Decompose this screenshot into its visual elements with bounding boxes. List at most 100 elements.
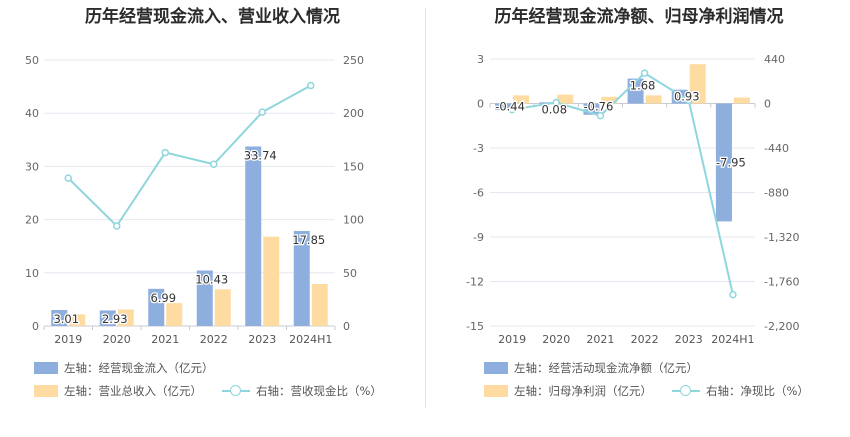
- bar-primary: [51, 309, 68, 326]
- legend-item: 右轴：营收现金比（%）: [222, 383, 382, 399]
- bar-primary: [148, 288, 165, 326]
- y-right-tick-label: 200: [343, 107, 364, 120]
- bar-data-label: 3.01: [53, 312, 79, 326]
- ratio-line-point: [64, 174, 72, 182]
- x-tick-label: 2019: [54, 333, 82, 346]
- ratio-line-point: [210, 160, 218, 169]
- chart-panel-right: 历年经营现金流净额、归母净利润情况 3 0 -3 -6 -9 -12 -15 440 0 -440…: [428, 0, 850, 437]
- y-right-tick-label: 250: [343, 54, 364, 67]
- bar-secondary: [733, 97, 750, 104]
- x-tick-label: 2024H1: [289, 333, 332, 346]
- legend-label: 左轴：营业总收入（亿元）: [64, 384, 202, 398]
- bar-primary: [583, 103, 600, 115]
- y-left-tick-label: -6: [473, 187, 484, 200]
- legend-swatch: [34, 385, 58, 397]
- ratio-line-point: [508, 105, 516, 114]
- y-right-tick-label: -1,760: [764, 276, 799, 289]
- y-right-tick-label: -440: [764, 142, 789, 155]
- chart-plot: 0 10 20 30 40 50 0 50 100 150 200 250 2019 2020 2021 20…: [25, 54, 364, 346]
- y-left-tick-label: 10: [25, 267, 39, 280]
- y-left-tick-label: -15: [466, 320, 484, 333]
- bar-secondary: [166, 303, 183, 326]
- x-tick-label: 2020: [542, 333, 570, 346]
- legend-swatch: [484, 362, 508, 374]
- y-left-tick-label: 40: [25, 107, 39, 120]
- x-tick-label: 2023: [248, 333, 276, 346]
- y-left-tick-label: 0: [32, 320, 39, 333]
- ratio-line: [67, 84, 312, 228]
- legend-line-swatch: [222, 385, 250, 397]
- ratio-line: [511, 71, 734, 295]
- ratio-line-point: [596, 111, 605, 120]
- bar-secondary: [557, 94, 574, 104]
- x-tick-label: 2024H1: [711, 333, 754, 346]
- chart-plot: 3 0 -3 -6 -9 -12 -15 440 0 -440 -880 -1,320 -1,760 -2…: [466, 53, 799, 346]
- bar-data-label: 0.08: [541, 102, 567, 116]
- x-tick-label: 2022: [200, 333, 228, 346]
- bar-secondary: [69, 314, 86, 326]
- legend-line-swatch: [672, 385, 700, 397]
- bar-data-label: 0.93: [674, 90, 700, 104]
- bar-data-label: 10.43: [195, 273, 228, 287]
- bar-secondary: [689, 64, 706, 104]
- chart-title: 历年经营现金流净额、归母净利润情况: [494, 7, 784, 27]
- ratio-line-point: [113, 222, 121, 230]
- legend-item: 右轴：净现比（%）: [672, 383, 809, 399]
- ratio-line-point: [640, 69, 649, 77]
- bar-data-label: 33.74: [244, 149, 277, 163]
- chart-title: 历年经营现金流入、营业收入情况: [85, 7, 340, 27]
- bar-data-label: -7.95: [716, 156, 746, 170]
- y-right-tick-label: -880: [764, 187, 789, 200]
- y-left-tick-label: 50: [25, 54, 39, 67]
- legend-item: 左轴：营业总收入（亿元）: [34, 383, 202, 399]
- bar-primary: [539, 102, 556, 104]
- bar-secondary: [263, 236, 280, 326]
- bar-primary: [495, 103, 512, 111]
- panel-divider: [425, 8, 426, 408]
- y-right-tick-label: 440: [764, 53, 785, 66]
- bar-data-label: -0.76: [584, 100, 614, 114]
- bar-data-label: 2.93: [102, 312, 128, 326]
- x-tick-label: 2021: [586, 333, 614, 346]
- ratio-line-point: [307, 81, 315, 90]
- ratio-line-point: [729, 290, 737, 299]
- legend-label: 右轴：净现比（%）: [706, 384, 809, 398]
- y-left-tick-label: 3: [477, 53, 484, 66]
- bar-secondary: [601, 96, 618, 104]
- y-right-tick-label: 0: [764, 98, 771, 111]
- x-tick-label: 2021: [151, 333, 179, 346]
- legend-label: 左轴：归母净利润（亿元）: [514, 384, 652, 398]
- legend-item: 左轴：经营现金流入（亿元）: [34, 360, 214, 376]
- ratio-line-point: [161, 148, 169, 157]
- chart-panel-left: 历年经营现金流入、营业收入情况 0 10 20 30 40 50 0 50 100 150 200 2…: [25, 7, 382, 399]
- bar-primary: [196, 270, 213, 326]
- y-right-tick-label: 0: [343, 320, 350, 333]
- y-right-tick-label: 100: [343, 214, 364, 227]
- bar-data-label: 6.99: [150, 291, 176, 305]
- bar-secondary: [214, 289, 231, 326]
- legend-label: 右轴：营收现金比（%）: [256, 384, 382, 398]
- y-left-tick-label: 0: [477, 98, 484, 111]
- legend-item: 左轴：经营活动现金流净额（亿元）: [484, 360, 698, 376]
- legend-item: 左轴：归母净利润（亿元）: [484, 383, 652, 399]
- bar-data-label: 17.85: [292, 233, 325, 247]
- legend-label: 左轴：经营活动现金流净额（亿元）: [514, 361, 698, 375]
- bar-secondary: [117, 309, 134, 326]
- bar-secondary: [645, 95, 662, 104]
- y-left-tick-label: 20: [25, 214, 39, 227]
- bar-primary: [715, 103, 732, 222]
- bar-primary: [293, 231, 310, 326]
- bar-primary: [245, 146, 262, 326]
- y-right-tick-label: 150: [343, 160, 364, 173]
- legend-swatch: [34, 362, 58, 374]
- legend-label: 左轴：经营现金流入（亿元）: [64, 361, 214, 375]
- x-tick-label: 2019: [498, 333, 526, 346]
- y-left-tick-label: -9: [473, 231, 484, 244]
- y-left-tick-label: -3: [473, 142, 484, 155]
- bar-data-label: 1.68: [630, 79, 656, 93]
- ratio-line-point: [258, 108, 266, 116]
- bar-secondary: [513, 95, 530, 104]
- ratio-line-point: [685, 96, 693, 105]
- y-right-tick-label: 50: [343, 267, 357, 280]
- ratio-line-point: [552, 98, 560, 107]
